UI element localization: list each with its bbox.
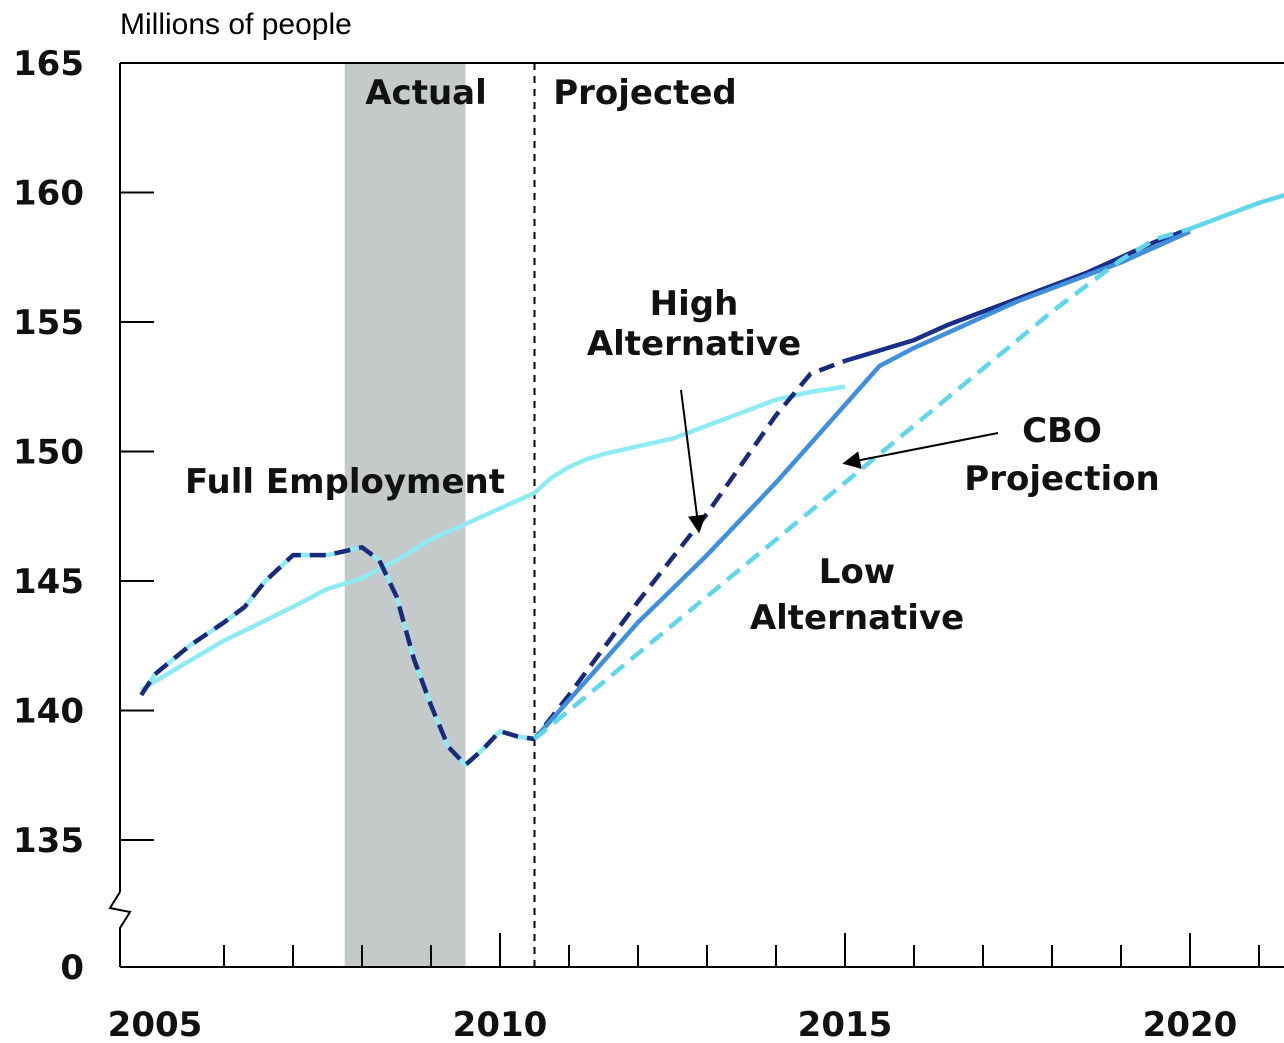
annotation-high-alternative: High Alternative	[587, 284, 801, 364]
y-tick-label: 165	[13, 44, 84, 84]
y-tick-label: 150	[13, 433, 84, 473]
cbo-projection-arrow	[842, 432, 999, 469]
series-line-4	[532, 229, 1191, 741]
series-line-0	[140, 384, 846, 692]
series-line-5	[533, 226, 1191, 741]
x-tick-label: 2005	[108, 1005, 203, 1043]
annotation-cbo-projection: CBO Projection	[964, 411, 1159, 499]
annotation-full-employment: Full Employment	[185, 462, 505, 502]
projected-region-label: Projected	[553, 73, 737, 113]
series-line-3	[844, 226, 1191, 364]
series-line-6	[1189, 193, 1284, 231]
axes: Actual Projected 135 140 145 150 155 160 165 0 200…	[13, 44, 1284, 1043]
x-tick-label: 2020	[1143, 1005, 1238, 1043]
y-tick-label: 155	[13, 303, 84, 343]
x-tick-label: 2010	[453, 1005, 548, 1043]
y-tick-label: 145	[13, 562, 84, 602]
series-layer	[139, 193, 1284, 768]
annotation-layer: Full Employment High Alternative CBO Project…	[185, 284, 1160, 638]
y-tick-label: 160	[13, 174, 84, 214]
annotation-low-alternative: Low Alternative	[750, 552, 964, 638]
high-alternative-arrow	[680, 389, 706, 534]
actual-region-label: Actual	[365, 73, 487, 113]
x-tick-label: 2015	[798, 1005, 893, 1043]
y-tick-label: 135	[13, 821, 84, 861]
y-axis-label: Millions of people	[120, 8, 352, 41]
y-tick-label: 140	[13, 692, 84, 732]
series-line-2	[139, 358, 846, 768]
y-tick-label-zero: 0	[60, 948, 84, 988]
recession-shading	[344, 63, 466, 967]
y-axis-break	[108, 891, 132, 967]
background-layer	[344, 63, 466, 967]
